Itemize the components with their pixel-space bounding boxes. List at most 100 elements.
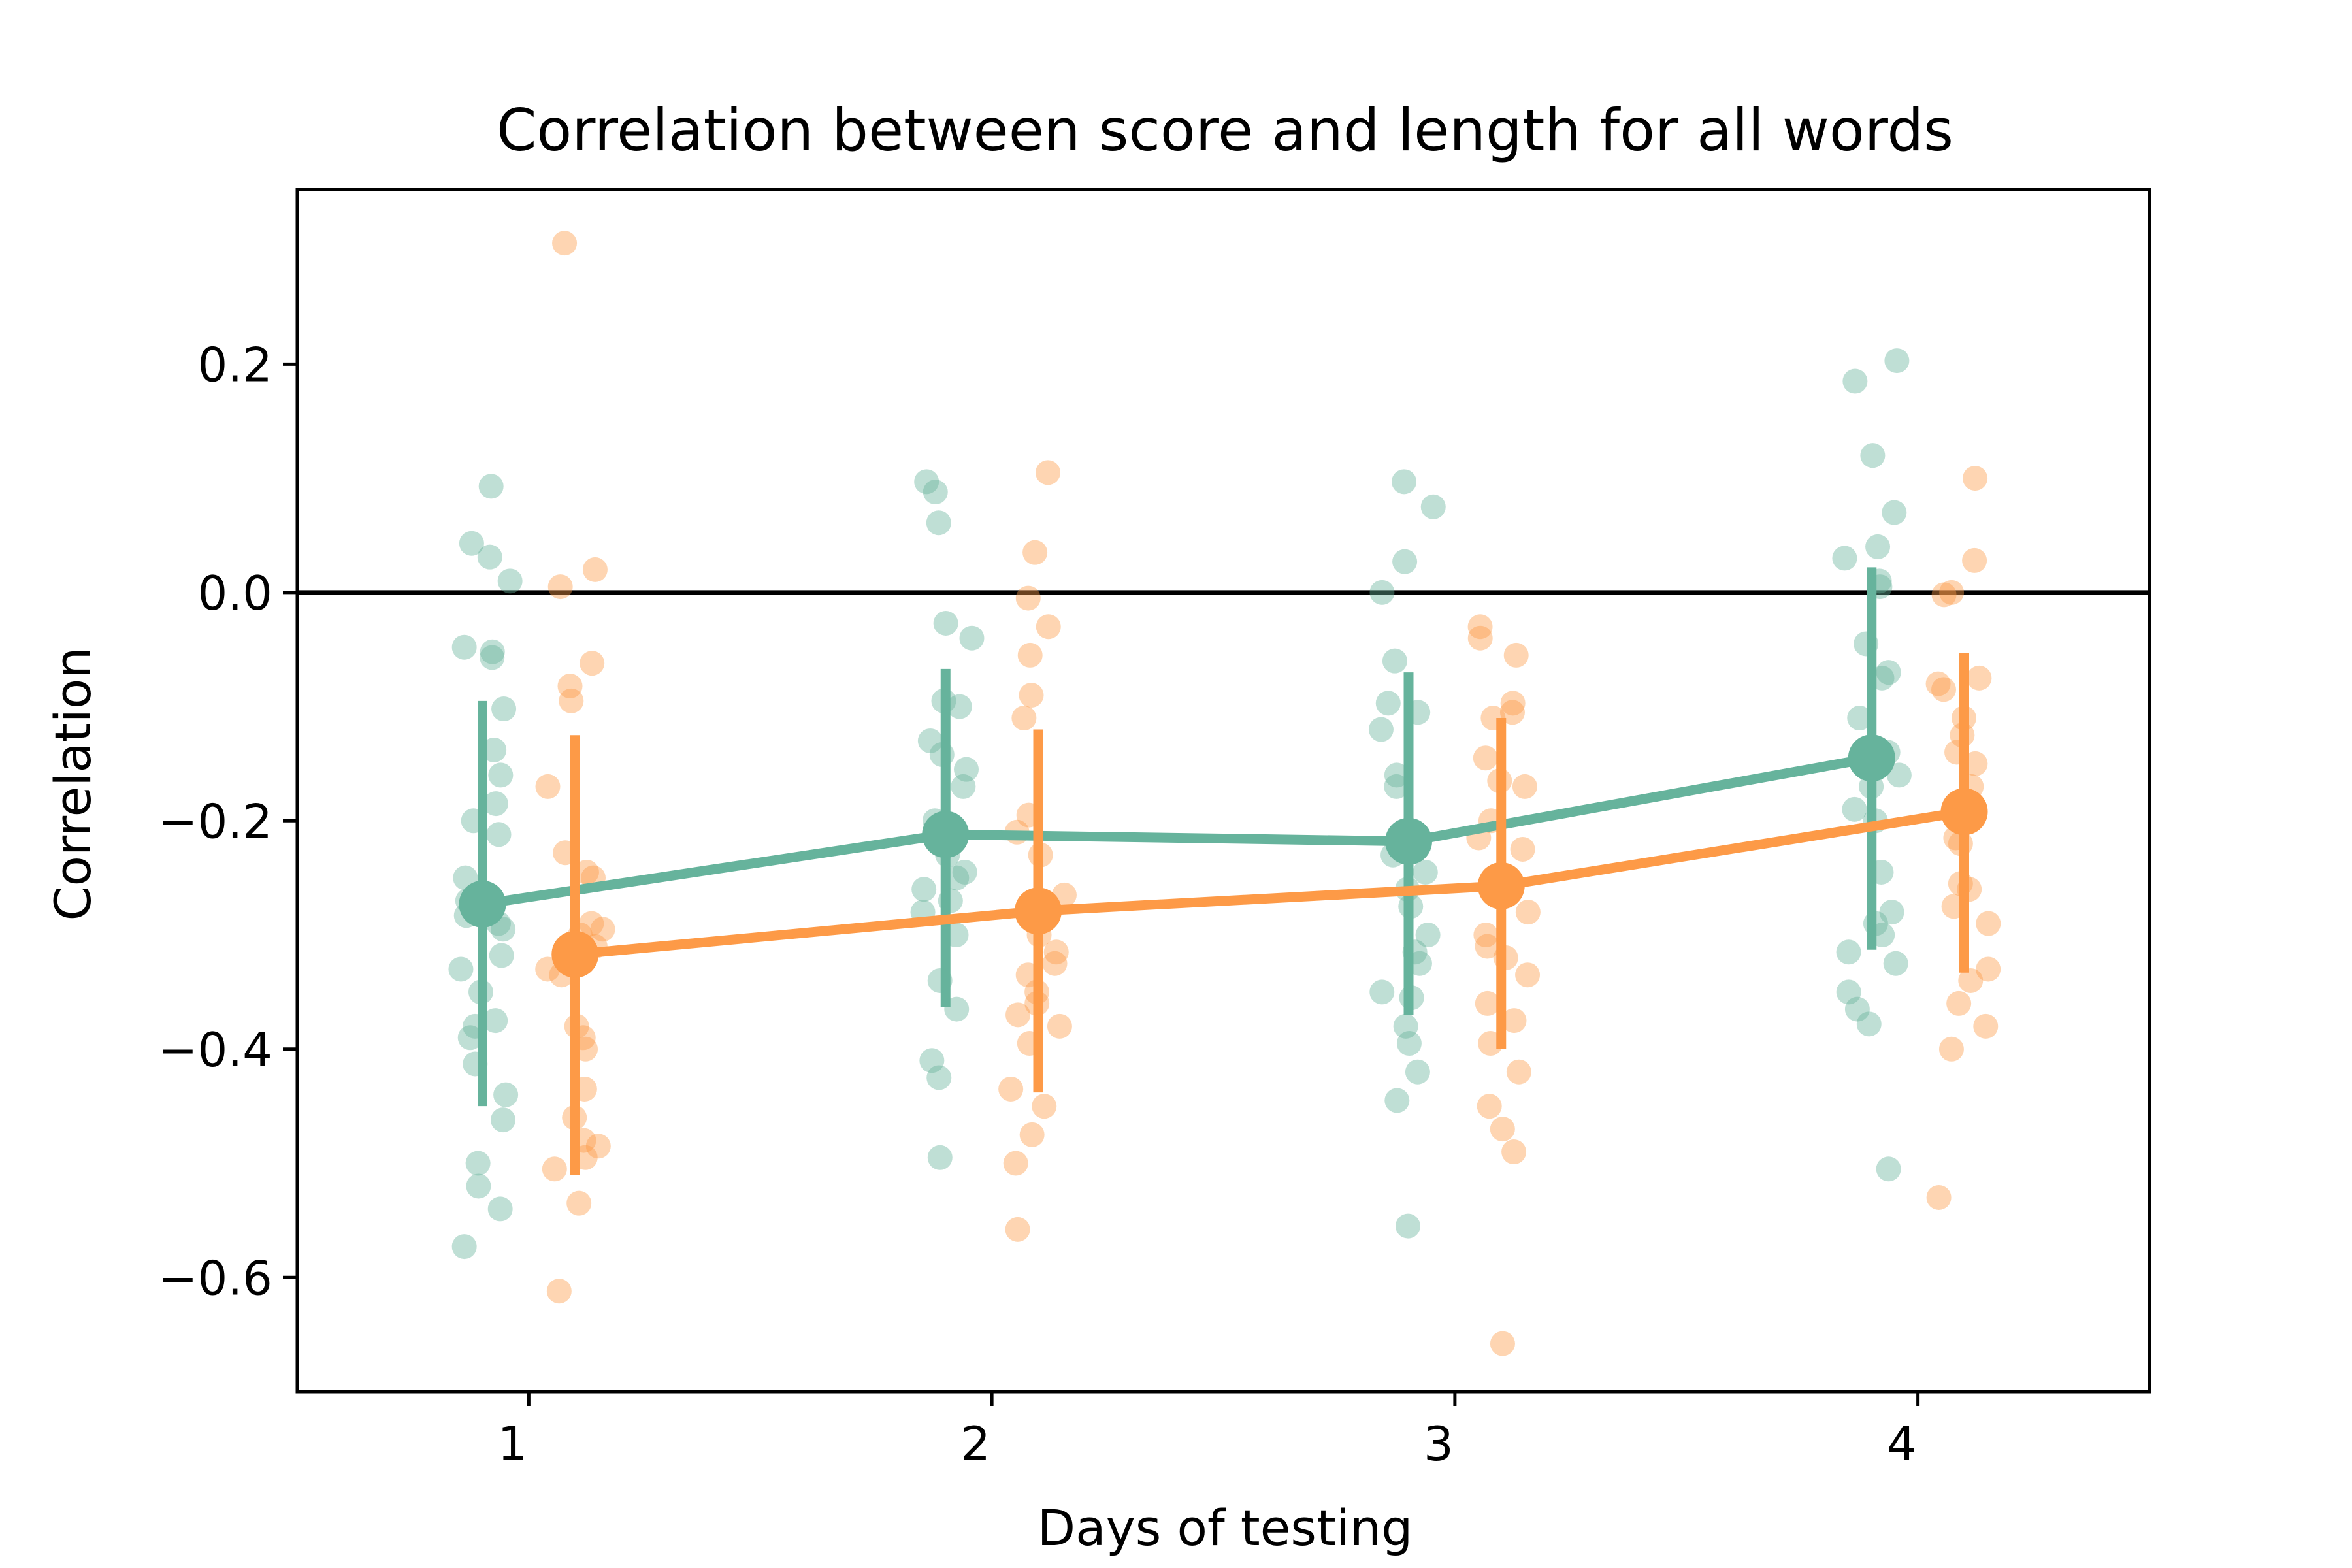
strip-point <box>926 510 951 536</box>
mean-marker <box>551 930 599 978</box>
strip-point <box>1015 585 1041 611</box>
strip-point <box>952 859 977 885</box>
x-tick-label: 4 <box>1887 1416 1917 1471</box>
strip-point <box>1499 700 1525 725</box>
strip-point <box>1847 706 1872 731</box>
strip-point <box>933 611 958 636</box>
strip-point <box>1475 934 1500 959</box>
strip-point <box>1931 677 1957 702</box>
strip-point <box>546 1279 572 1304</box>
strip-point <box>487 1196 513 1222</box>
strip-point <box>574 859 599 885</box>
strip-point <box>489 943 514 968</box>
mean-marker <box>922 811 970 858</box>
strip-point <box>1005 1217 1030 1242</box>
strip-point <box>1501 1008 1527 1034</box>
strip-point <box>1392 549 1418 574</box>
strip-point <box>491 696 517 722</box>
strip-point <box>1946 990 1972 1016</box>
x-axis-label: Days of testing <box>1037 1499 1413 1557</box>
strip-point <box>1035 460 1060 485</box>
strip-point <box>1503 642 1529 668</box>
mean-marker <box>1385 817 1432 865</box>
y-tick-label: −0.2 <box>158 794 272 849</box>
strip-point <box>590 917 615 942</box>
strip-point <box>1022 540 1048 565</box>
strip-point <box>457 1025 483 1051</box>
strip-point <box>1005 1002 1031 1028</box>
series-summary-group-1 <box>551 653 1988 1175</box>
strip-point <box>552 231 578 256</box>
strip-point <box>1490 1117 1515 1142</box>
strip-point <box>1844 996 1870 1022</box>
strip-point <box>1473 745 1498 771</box>
strip-point <box>1011 706 1037 731</box>
strip-point <box>1405 1059 1430 1085</box>
x-tick-label: 1 <box>497 1416 527 1471</box>
strip-point <box>1043 939 1069 965</box>
strip-point <box>1384 762 1409 788</box>
strip-point <box>1958 968 1984 993</box>
strip-point <box>1886 762 1912 788</box>
strip-point <box>1967 665 1992 691</box>
strip-point <box>580 651 605 676</box>
strip-point <box>1506 1059 1531 1085</box>
y-tick-label: 0.0 <box>197 566 272 621</box>
strip-point <box>1384 1088 1410 1113</box>
strip-point <box>535 774 561 799</box>
strip-point <box>927 1145 953 1170</box>
strip-point <box>1832 546 1857 571</box>
strip-point <box>1393 1013 1418 1039</box>
strip-point <box>1467 614 1493 640</box>
strip-point <box>923 480 948 505</box>
series-summary-group-0 <box>459 567 1895 1107</box>
strip-point <box>959 625 985 651</box>
mean-marker <box>1477 862 1525 909</box>
strip-point <box>914 469 939 495</box>
strip-point <box>1963 466 1988 491</box>
strip-point <box>483 791 508 817</box>
strip-point <box>1879 900 1904 925</box>
y-tick-label: 0.2 <box>197 337 272 392</box>
strip-point <box>566 1190 592 1216</box>
strip-point <box>1510 836 1535 862</box>
strip-point <box>1515 962 1541 988</box>
strip-point <box>559 688 584 713</box>
strip-point <box>1883 951 1908 976</box>
chart-title: Correlation between score and length for… <box>497 97 1953 164</box>
strip-point <box>448 956 474 982</box>
series-points-group-0 <box>448 348 1912 1260</box>
strip-point <box>1856 1011 1882 1037</box>
strip-point <box>998 1076 1024 1102</box>
strip-point <box>1842 796 1867 822</box>
strip-point <box>491 917 516 942</box>
plot-area: 0.2 0.0 −0.2 −0.4 −0.6 1 2 3 4 <box>158 188 2151 1471</box>
strip-point <box>1860 443 1886 468</box>
strip-point <box>1369 979 1395 1005</box>
x-tick-label: 2 <box>960 1416 990 1471</box>
strip-point <box>465 1151 491 1176</box>
strip-point <box>1842 368 1868 394</box>
strip-point <box>1392 469 1417 495</box>
strip-point <box>1490 1331 1515 1356</box>
strip-point <box>466 1173 491 1199</box>
strip-point <box>1382 648 1407 674</box>
strip-point <box>1384 774 1409 799</box>
strip-point <box>954 757 979 782</box>
strip-point <box>1882 500 1907 525</box>
strip-point <box>478 474 504 499</box>
strip-point <box>459 531 484 556</box>
strip-point <box>1876 1156 1901 1182</box>
strip-point <box>497 568 523 594</box>
strip-point <box>1938 1036 1964 1062</box>
strip-point <box>1473 923 1499 948</box>
strip-point <box>919 1048 945 1073</box>
strip-point <box>1973 1013 1999 1039</box>
strip-point <box>1976 911 2001 936</box>
strip-point <box>1976 956 2001 982</box>
strip-point <box>542 1156 567 1182</box>
strip-point <box>1925 671 1951 696</box>
strip-point <box>1477 1094 1502 1119</box>
